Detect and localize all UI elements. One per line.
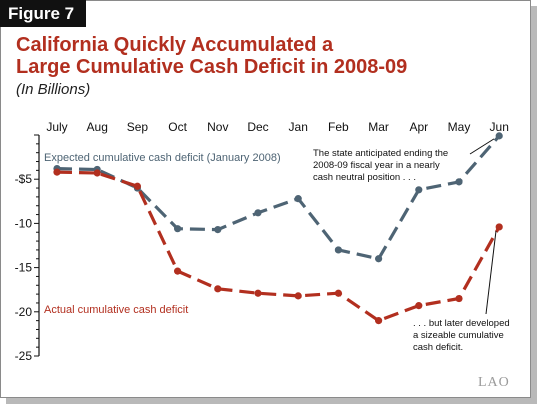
x-tick-label: Oct xyxy=(168,120,187,134)
actual-data-point xyxy=(455,294,463,303)
frame-shadow-right xyxy=(531,6,537,404)
expected-data-point xyxy=(214,225,222,234)
annotation-top-line: 2008-09 fiscal year in a nearly xyxy=(313,160,440,171)
expected-data-point xyxy=(495,132,503,140)
y-tick-label: -$5 xyxy=(15,172,33,186)
y-tick-label: -10 xyxy=(15,216,33,230)
chart-title-line1: California Quickly Accumulated a xyxy=(16,34,334,56)
annotation-top-leader xyxy=(469,138,495,155)
expected-data-point xyxy=(254,209,262,217)
x-tick-label: Sep xyxy=(127,120,149,134)
chart-series xyxy=(53,132,503,325)
annotation-top-line: cash neutral position . . . xyxy=(313,172,416,183)
chart-title: California Quickly Accumulated a Large C… xyxy=(16,34,516,78)
actual-data-point xyxy=(415,302,423,310)
annotation-top-line: The state anticipated ending the xyxy=(313,148,448,159)
actual-data-point xyxy=(93,169,101,177)
x-tick-label: July xyxy=(46,120,67,134)
chart-subtitle: (In Billions) xyxy=(16,81,91,98)
chart-labels: Expected cumulative cash deficit (Januar… xyxy=(44,138,510,353)
actual-data-point xyxy=(495,223,503,231)
annotation-bottom-line: cash deficit. xyxy=(413,342,463,353)
annotation-bottom-line: . . . but later developed xyxy=(413,318,510,329)
actual-series-label: Actual cumulative cash deficit xyxy=(44,304,188,316)
x-tick-label: Dec xyxy=(247,120,268,134)
y-tick-label: -20 xyxy=(15,305,33,319)
annotation-bottom-leader xyxy=(485,230,497,315)
actual-data-point xyxy=(375,317,383,325)
expected-data-point xyxy=(375,255,383,263)
actual-data-point xyxy=(214,285,222,293)
x-tick-label: Mar xyxy=(368,120,389,134)
x-tick-label: Jan xyxy=(289,120,308,134)
actual-series-line xyxy=(56,170,501,323)
chart-axes: -$5 -10 -15 -20 -25 July Aug Sep Oct Nov Dec Jan Feb… xyxy=(15,120,509,363)
x-tick-label: Nov xyxy=(207,120,228,134)
lao-logo: LAO xyxy=(478,375,510,390)
x-tick-label: May xyxy=(448,120,471,134)
figure-frame xyxy=(0,0,531,398)
x-tick-label: Feb xyxy=(328,120,349,134)
frame-shadow-bottom xyxy=(6,398,537,404)
expected-data-point xyxy=(294,195,302,203)
y-tick-label: -15 xyxy=(15,261,33,275)
expected-series-label: Expected cumulative cash deficit (Januar… xyxy=(44,152,281,164)
actual-data-point xyxy=(174,267,182,275)
actual-data-point xyxy=(254,289,262,297)
x-tick-label: Aug xyxy=(87,120,108,134)
chart-title-line2: Large Cumulative Cash Deficit in 2008-09 xyxy=(16,56,408,78)
figure-label: Figure 7 xyxy=(0,0,86,27)
actual-data-point xyxy=(133,182,141,190)
expected-data-point xyxy=(334,246,342,254)
actual-data-point xyxy=(334,289,342,297)
expected-data-point xyxy=(455,178,463,186)
expected-data-point xyxy=(415,186,423,194)
actual-data-point xyxy=(53,168,61,176)
x-tick-label: Jun xyxy=(490,120,509,134)
actual-data-point xyxy=(294,292,302,300)
y-tick-label: -25 xyxy=(15,349,33,363)
expected-data-point xyxy=(174,225,182,233)
x-tick-label: Apr xyxy=(409,120,428,134)
annotation-bottom-line: a sizeable cumulative xyxy=(413,330,504,341)
